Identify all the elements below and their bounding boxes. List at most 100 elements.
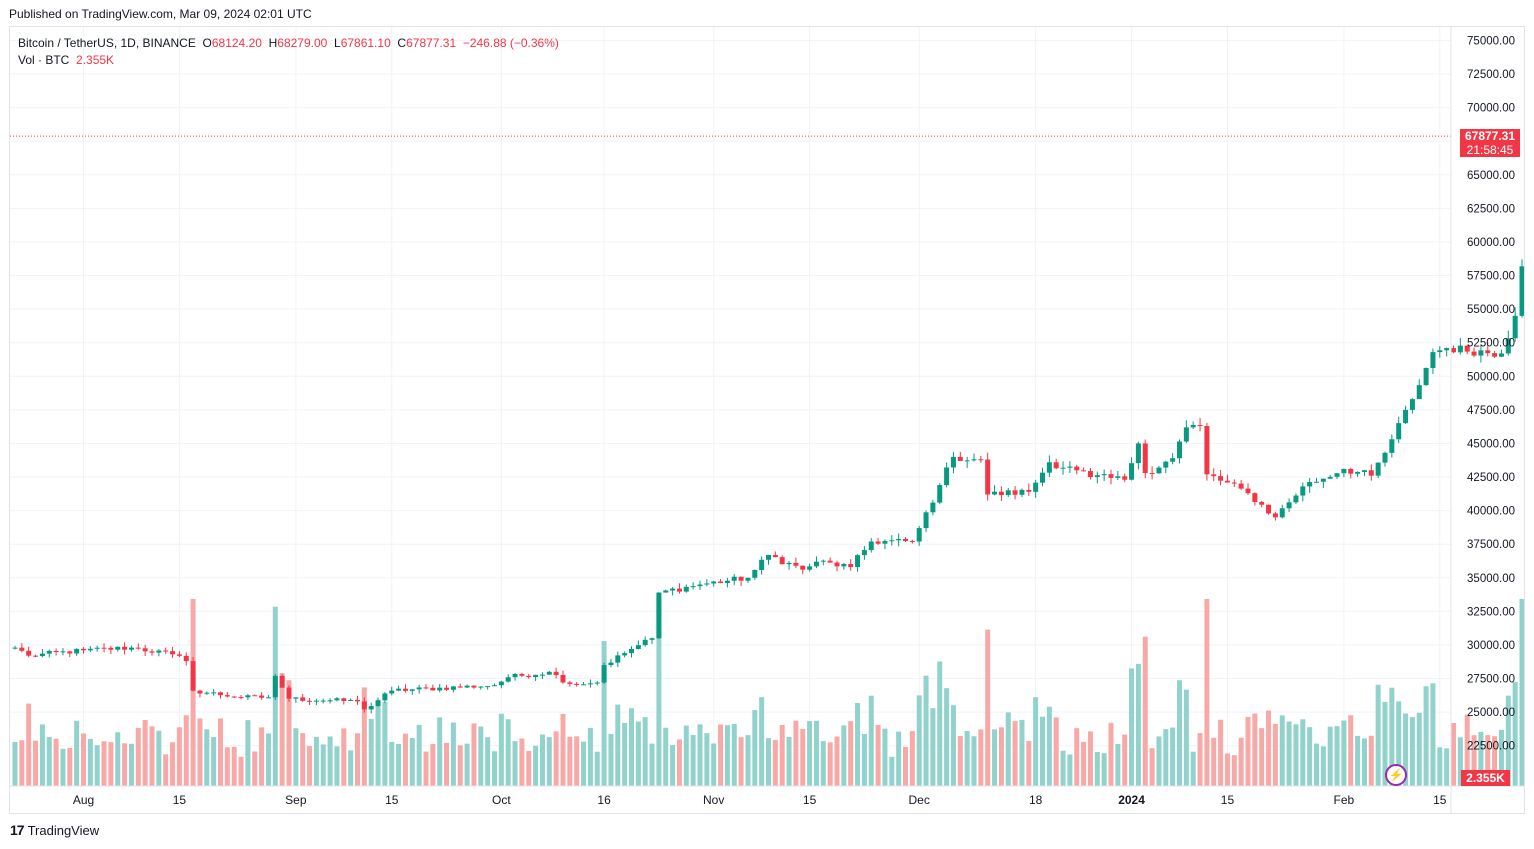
volume-bar <box>409 737 415 786</box>
chart-frame <box>9 26 1525 814</box>
candle-body <box>320 700 326 702</box>
volume-bar <box>224 747 230 786</box>
volume-bar <box>1409 717 1415 786</box>
candle-body <box>752 570 758 578</box>
candle-body <box>957 456 963 461</box>
volume-bar <box>1430 683 1436 786</box>
candle-body <box>1512 315 1518 339</box>
time-tick-label: Feb <box>1334 793 1355 807</box>
candle-body <box>615 655 621 663</box>
candle-body <box>1218 476 1224 481</box>
candle-body <box>396 688 402 691</box>
volume-bar <box>1327 726 1333 786</box>
price-tick-label: 52500.00 <box>1467 338 1515 350</box>
legend-symbol[interactable]: Bitcoin / TetherUS, 1D, BINANCE <box>18 36 196 50</box>
legend-volume-label[interactable]: Vol · BTC <box>18 53 70 67</box>
candle-body <box>450 686 456 690</box>
published-caption: Published on TradingView.com, Mar 09, 20… <box>9 7 312 21</box>
candle-body <box>992 491 998 495</box>
candle-body <box>601 665 607 683</box>
volume-bar <box>1238 737 1244 786</box>
candle-body <box>361 701 367 710</box>
time-tick-label: 2024 <box>1118 793 1145 807</box>
volume-bar <box>711 743 717 786</box>
volume-bar <box>581 741 587 786</box>
candle-body <box>779 557 785 565</box>
volume-bar <box>615 704 621 786</box>
candle-body <box>909 540 915 542</box>
candle-body <box>594 682 600 684</box>
candle-body <box>1485 350 1491 354</box>
volume-bar <box>629 708 634 786</box>
volume-bar <box>190 599 196 786</box>
candle-body <box>1498 353 1504 357</box>
candle-body <box>1396 423 1402 440</box>
candle-body <box>81 648 86 651</box>
candle-body <box>1272 513 1278 518</box>
candle-body <box>108 647 114 650</box>
candle-body <box>163 650 169 652</box>
candle-body <box>526 675 532 677</box>
volume-bar <box>1498 729 1504 786</box>
price-tick-label: 27500.00 <box>1467 674 1515 686</box>
candle-body <box>1211 474 1217 477</box>
volume-bar <box>1231 755 1237 786</box>
candle-body <box>416 687 422 690</box>
lightning-icon[interactable]: ⚡ <box>1385 764 1407 786</box>
volume-bar <box>512 741 518 786</box>
candle-body <box>409 689 415 691</box>
candle-body <box>759 559 765 571</box>
volume-bar <box>1067 754 1073 786</box>
volume-bar <box>238 756 244 786</box>
volume-bar <box>1272 723 1278 786</box>
tradingview-logo[interactable]: 17 TradingView <box>10 822 99 838</box>
price-tick-label: 45000.00 <box>1467 438 1515 450</box>
candle-body <box>1519 266 1524 316</box>
volume-bar <box>1115 744 1121 786</box>
volume-bar <box>1094 751 1100 786</box>
volume-bar <box>882 728 888 786</box>
legend-volume-row: Vol · BTC 2.355K <box>18 52 559 69</box>
candle-body <box>1403 409 1409 424</box>
volume-bar <box>142 719 148 786</box>
time-tick-label: Oct <box>492 793 511 807</box>
candle-body <box>519 673 525 676</box>
volume-bar <box>1245 716 1251 786</box>
candle-body <box>1492 353 1498 357</box>
volume-bar <box>937 661 943 786</box>
price-tick-label: 55000.00 <box>1467 304 1515 316</box>
volume-bar <box>183 715 189 786</box>
volume-bar <box>286 680 292 786</box>
volume-bar <box>1060 750 1066 786</box>
volume-bar <box>793 720 799 786</box>
candle-body <box>827 560 833 563</box>
candle-body <box>313 700 319 702</box>
candle-body <box>1471 351 1477 356</box>
candle-body <box>197 690 203 694</box>
volume-bar <box>115 732 121 786</box>
legend-high-label: H <box>268 36 278 50</box>
volume-bar <box>663 727 669 786</box>
candle-body <box>1348 468 1354 474</box>
candle-body <box>492 685 497 687</box>
time-tick-label: Dec <box>909 793 930 807</box>
volume-bar <box>279 673 285 786</box>
volume-bar <box>53 738 59 786</box>
candle-body <box>903 538 908 541</box>
candle-body <box>512 673 518 678</box>
candle-body <box>60 651 66 653</box>
candle-body <box>546 671 552 675</box>
candle-body <box>348 699 354 701</box>
price-tick-label: 32500.00 <box>1467 606 1515 618</box>
candle-body <box>1026 489 1032 492</box>
legend-open-label: O <box>202 36 212 50</box>
candle-body <box>457 686 463 688</box>
volume-bar <box>649 743 655 786</box>
candle-body <box>471 685 477 688</box>
volume-bar <box>26 703 32 786</box>
candle-body <box>1361 470 1367 472</box>
volume-bar <box>128 743 134 786</box>
price-chart[interactable]: 75000.0072500.0070000.0067500.0065000.00… <box>10 27 1524 813</box>
candle-body <box>683 586 689 592</box>
volume-bar <box>1471 735 1477 786</box>
